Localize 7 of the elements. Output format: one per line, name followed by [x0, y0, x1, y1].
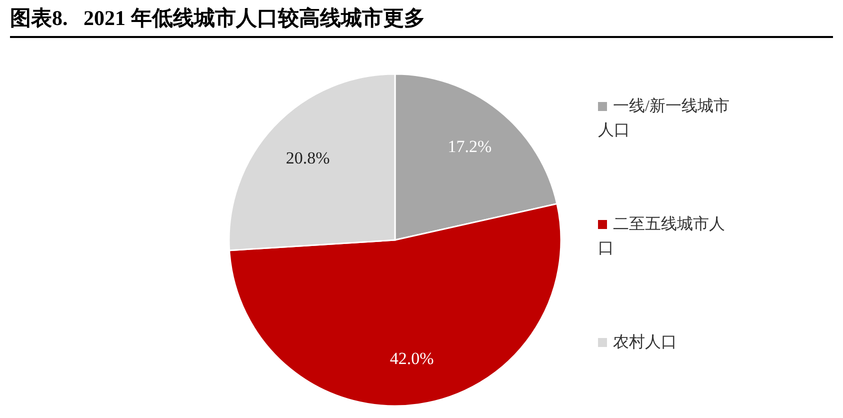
chart-title: 图表8. 2021 年低线城市人口较高线城市更多 — [10, 4, 833, 38]
legend-label: 农村人口 — [613, 334, 677, 351]
data-label: 42.0% — [390, 348, 434, 368]
legend-label: 二至五线城市人口 — [598, 216, 725, 257]
legend-label: 一线/新一线城市人口 — [598, 98, 730, 139]
data-label: 17.2% — [448, 137, 492, 156]
data-label: 20.8% — [286, 148, 330, 168]
